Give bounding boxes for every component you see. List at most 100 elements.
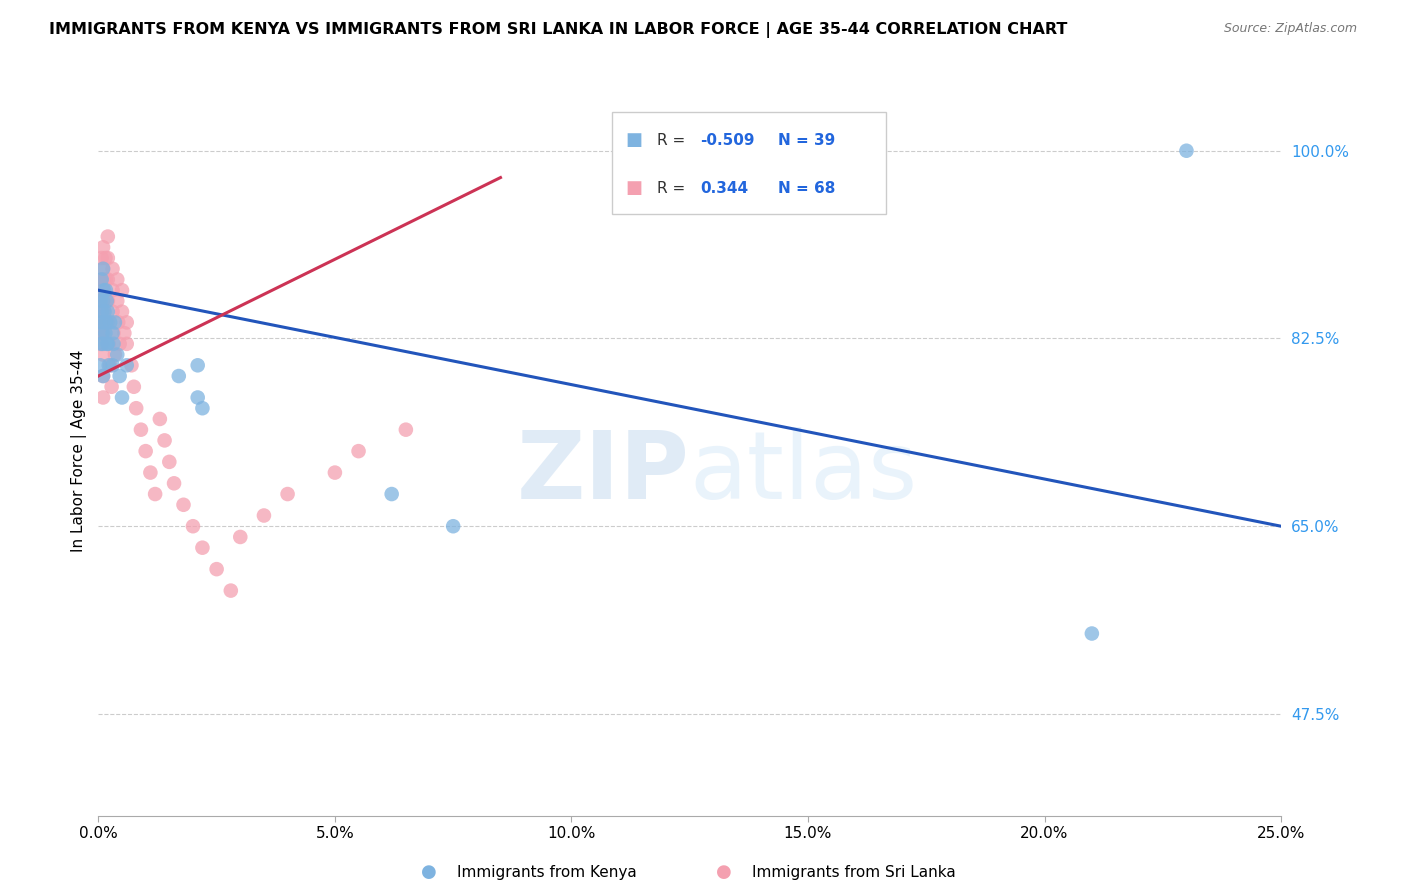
- Point: [91, 326, 114, 340]
- Point: [91, 240, 114, 254]
- Point: [89, 315, 111, 329]
- Point: [96, 315, 118, 329]
- Point: [135, 444, 157, 458]
- Point: [91, 348, 114, 362]
- Text: ZIP: ZIP: [517, 427, 690, 519]
- Text: ■: ■: [626, 131, 643, 149]
- Point: [94, 272, 117, 286]
- Text: R =: R =: [657, 133, 690, 148]
- Point: [97, 359, 120, 373]
- Point: [103, 336, 125, 351]
- Point: [91, 326, 114, 340]
- Point: [108, 369, 131, 384]
- Point: [108, 336, 131, 351]
- Point: [91, 261, 114, 276]
- Point: [381, 487, 404, 501]
- Point: [94, 315, 117, 329]
- Text: ●: ●: [716, 863, 733, 881]
- Text: N = 68: N = 68: [778, 181, 835, 196]
- Point: [91, 304, 114, 318]
- Point: [93, 272, 115, 286]
- Point: [90, 336, 112, 351]
- Point: [93, 304, 115, 318]
- Point: [441, 519, 464, 533]
- Point: [253, 508, 276, 523]
- Point: [187, 359, 209, 373]
- Point: [94, 251, 117, 265]
- Point: [101, 326, 124, 340]
- Point: [122, 380, 145, 394]
- Point: [191, 401, 214, 416]
- Point: [91, 293, 114, 308]
- Point: [103, 326, 125, 340]
- Point: [97, 336, 120, 351]
- Point: [94, 283, 117, 297]
- Point: [101, 261, 124, 276]
- Text: ●: ●: [420, 863, 437, 881]
- Point: [97, 251, 120, 265]
- Point: [205, 562, 228, 576]
- Point: [100, 380, 122, 394]
- Point: [219, 583, 242, 598]
- Point: [91, 304, 114, 318]
- Point: [90, 336, 112, 351]
- Point: [90, 293, 112, 308]
- Point: [187, 391, 209, 405]
- Point: [97, 293, 120, 308]
- Point: [90, 251, 112, 265]
- Point: [129, 423, 152, 437]
- Point: [94, 326, 117, 340]
- Point: [395, 423, 418, 437]
- Point: [98, 315, 121, 329]
- Point: [96, 315, 118, 329]
- Point: [90, 272, 112, 286]
- Text: N = 39: N = 39: [778, 133, 835, 148]
- Point: [157, 455, 180, 469]
- Point: [93, 283, 115, 297]
- Point: [143, 487, 166, 501]
- Point: [96, 293, 118, 308]
- Point: [121, 359, 143, 373]
- Point: [191, 541, 214, 555]
- Point: [97, 229, 120, 244]
- Point: [1081, 626, 1104, 640]
- Text: ■: ■: [626, 179, 643, 197]
- Text: Source: ZipAtlas.com: Source: ZipAtlas.com: [1223, 22, 1357, 36]
- Point: [96, 293, 118, 308]
- Point: [347, 444, 370, 458]
- Point: [90, 272, 112, 286]
- Point: [181, 519, 204, 533]
- Point: [91, 315, 114, 329]
- Point: [90, 293, 112, 308]
- Point: [89, 359, 111, 373]
- Point: [125, 401, 148, 416]
- Point: [153, 434, 176, 448]
- Text: -0.509: -0.509: [700, 133, 755, 148]
- Point: [91, 369, 114, 384]
- Point: [163, 476, 186, 491]
- Text: R =: R =: [657, 181, 695, 196]
- Point: [111, 283, 134, 297]
- Point: [111, 391, 134, 405]
- Point: [97, 272, 120, 286]
- Point: [115, 315, 138, 329]
- Point: [115, 336, 138, 351]
- Point: [111, 304, 134, 318]
- Point: [105, 348, 128, 362]
- Point: [89, 283, 111, 297]
- Point: [277, 487, 299, 501]
- Y-axis label: In Labor Force | Age 35-44: In Labor Force | Age 35-44: [72, 350, 87, 552]
- Text: atlas: atlas: [690, 427, 918, 519]
- Point: [91, 326, 114, 340]
- Point: [89, 326, 111, 340]
- Text: 0.344: 0.344: [700, 181, 748, 196]
- Text: Immigrants from Sri Lanka: Immigrants from Sri Lanka: [752, 865, 956, 880]
- Point: [112, 326, 135, 340]
- Point: [97, 304, 120, 318]
- Point: [229, 530, 252, 544]
- Point: [115, 359, 138, 373]
- Point: [173, 498, 195, 512]
- Text: IMMIGRANTS FROM KENYA VS IMMIGRANTS FROM SRI LANKA IN LABOR FORCE | AGE 35-44 CO: IMMIGRANTS FROM KENYA VS IMMIGRANTS FROM…: [49, 22, 1067, 38]
- Point: [91, 336, 114, 351]
- Point: [101, 304, 124, 318]
